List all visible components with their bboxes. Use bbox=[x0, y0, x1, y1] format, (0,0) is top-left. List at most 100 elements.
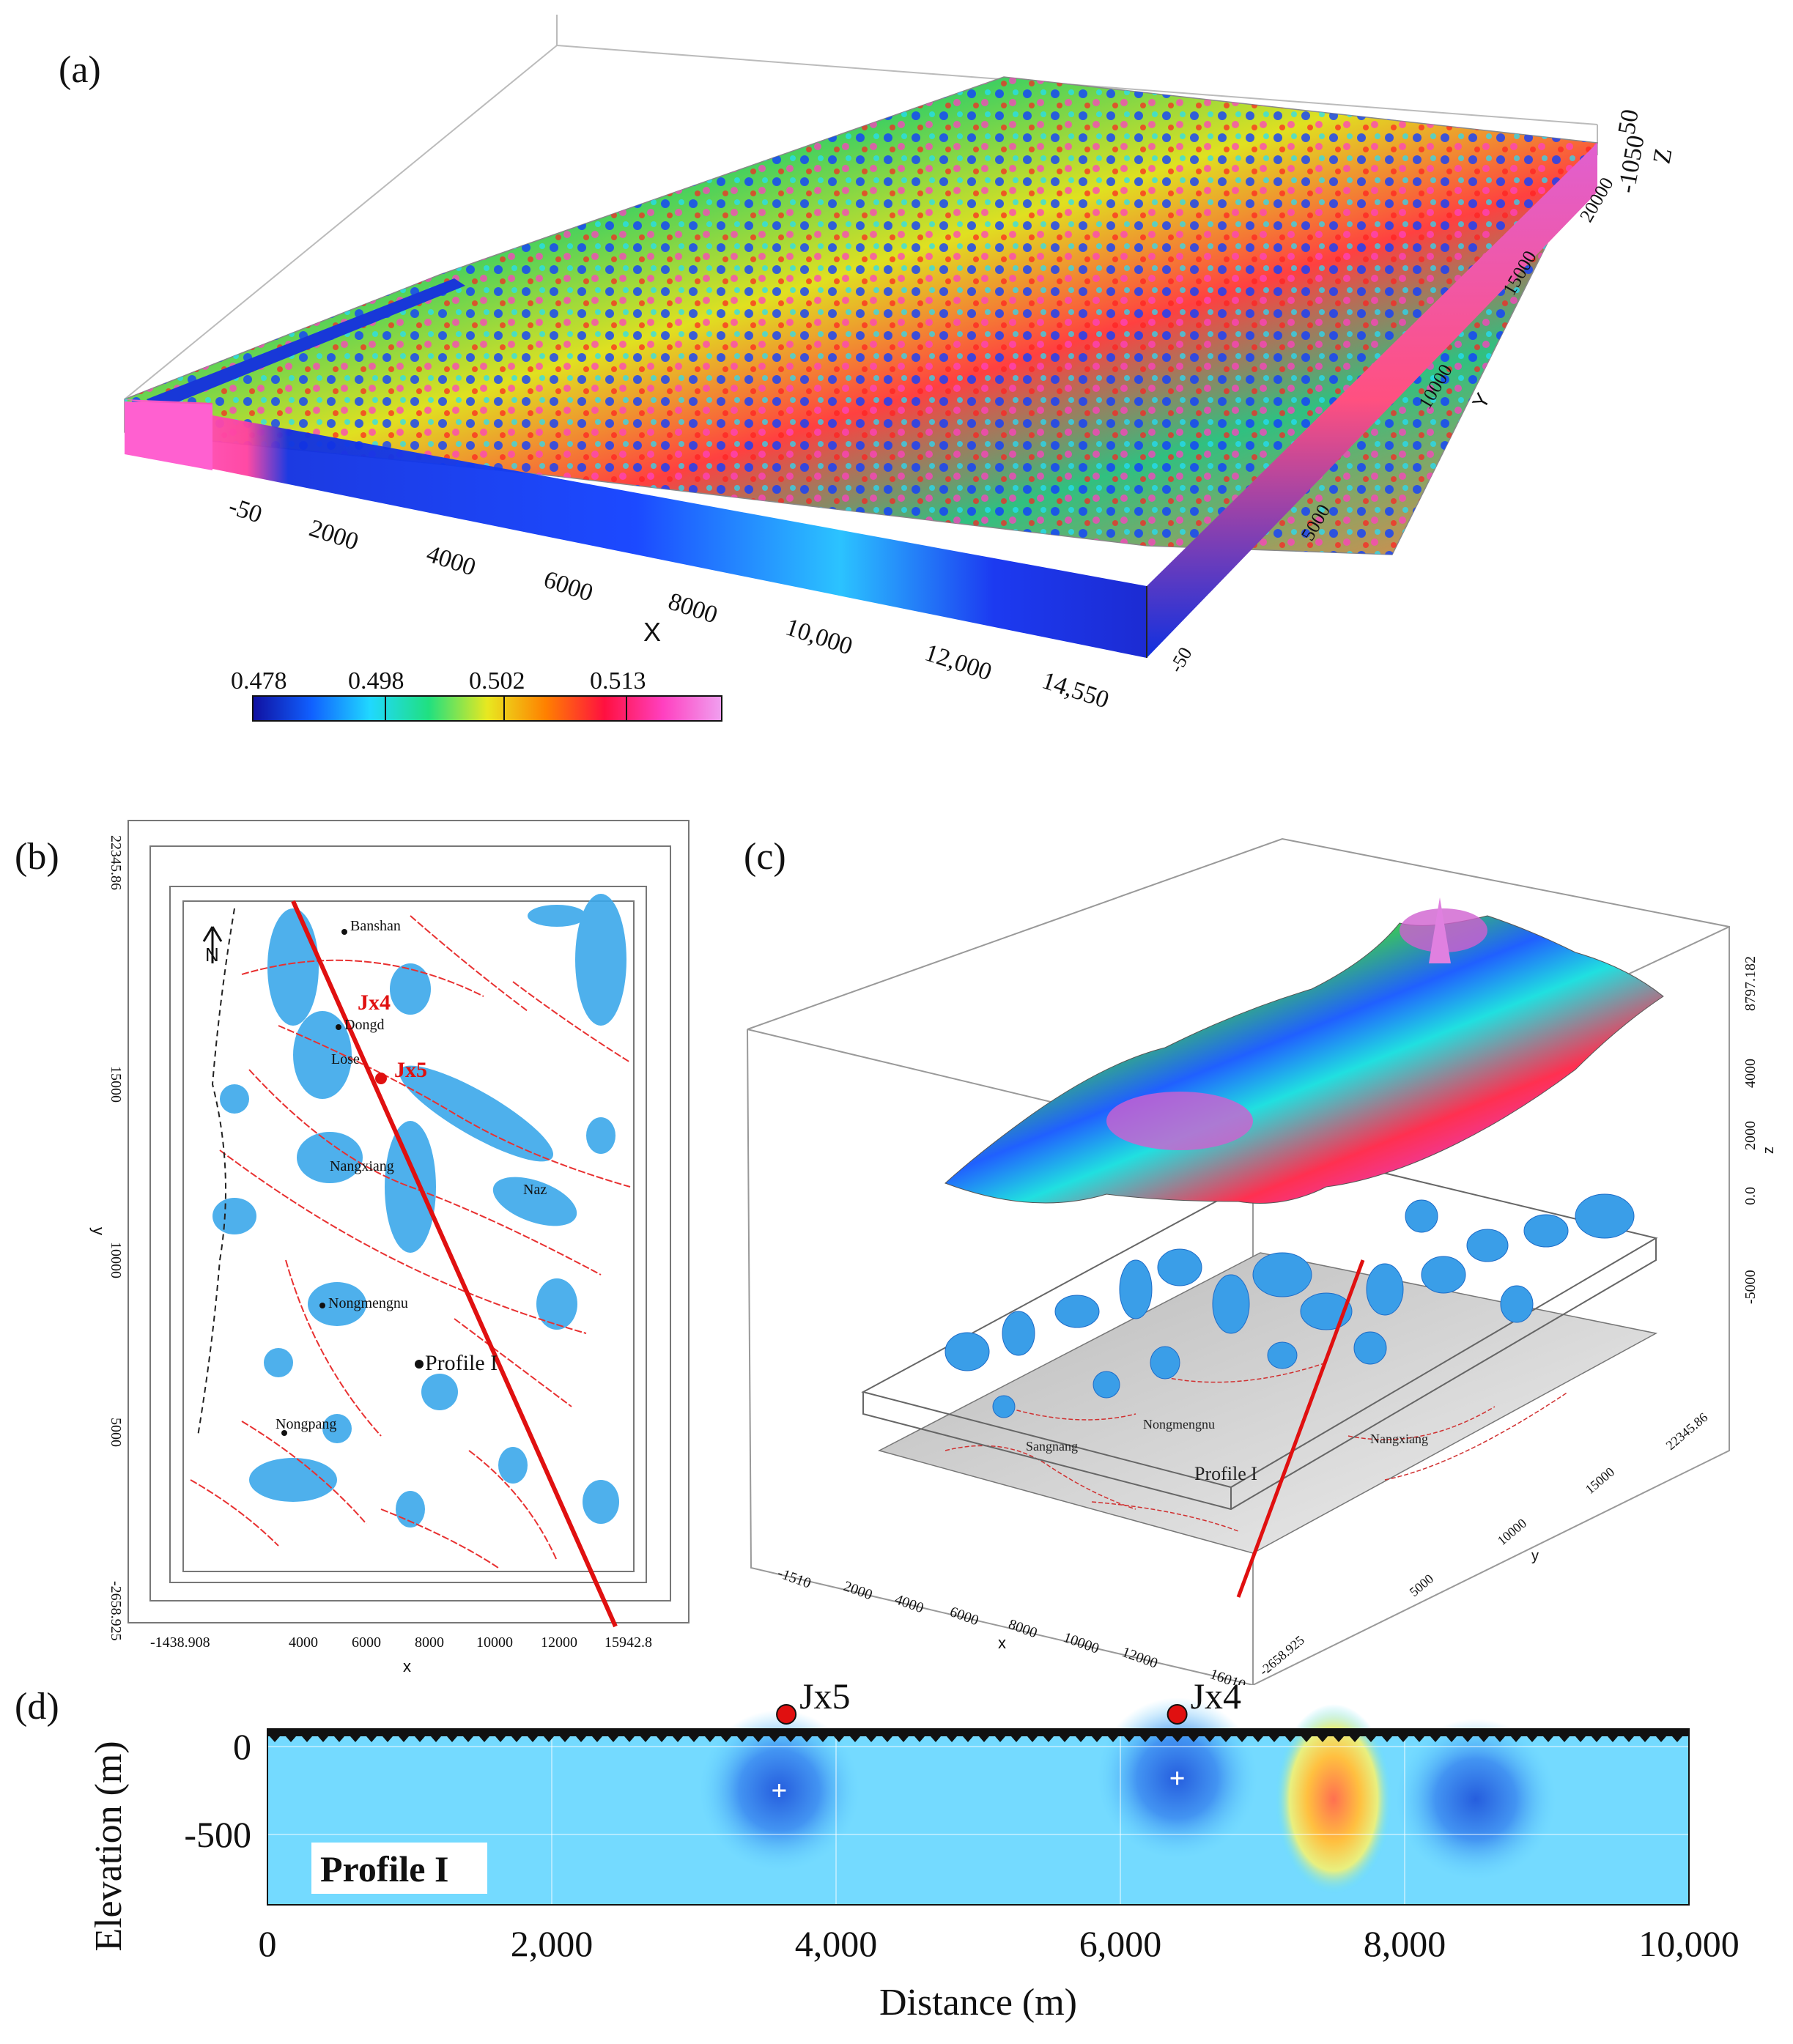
c-xlabel: x bbox=[998, 1634, 1006, 1652]
d-station-marker bbox=[1253, 1736, 1263, 1742]
d-station-marker bbox=[302, 1736, 312, 1742]
c-xtick: 12000 bbox=[1120, 1644, 1160, 1672]
d-station-marker bbox=[1301, 1736, 1312, 1742]
d-well-marker bbox=[776, 1704, 797, 1725]
c-xtick: 10000 bbox=[1061, 1629, 1101, 1657]
d-station-marker bbox=[1624, 1736, 1634, 1742]
d-station-marker bbox=[1350, 1736, 1360, 1742]
b-place: Banshan bbox=[350, 918, 401, 934]
d-station-marker bbox=[592, 1736, 602, 1742]
d-station-marker bbox=[689, 1736, 699, 1742]
d-station-marker bbox=[931, 1736, 941, 1742]
d-station-marker bbox=[1285, 1736, 1295, 1742]
d-station-marker bbox=[705, 1736, 715, 1742]
b-place: Nangxiang bbox=[330, 1158, 394, 1174]
d-station-marker bbox=[1092, 1736, 1102, 1742]
d-station-marker bbox=[1156, 1736, 1167, 1742]
a-ztick: 50 bbox=[1613, 107, 1644, 136]
d-station-marker bbox=[334, 1736, 344, 1742]
d-station-marker bbox=[1446, 1736, 1457, 1742]
b-profile-line bbox=[291, 900, 618, 1628]
a-ytick: -50 bbox=[1165, 643, 1196, 676]
b-ytick: 10000 bbox=[108, 1242, 124, 1278]
d-station-marker bbox=[1575, 1736, 1586, 1742]
d-station-marker bbox=[737, 1736, 747, 1742]
panel-a-3d-block: -50 2000 4000 6000 8000 10,000 12,000 14… bbox=[124, 15, 1677, 722]
d-station-marker bbox=[1672, 1736, 1682, 1742]
c-ylabel: y bbox=[1531, 1548, 1539, 1564]
panel-a-z-ticks: 50 -1050 Z bbox=[1613, 107, 1677, 195]
c-ytick: 10000 bbox=[1495, 1516, 1529, 1548]
d-station-marker bbox=[640, 1736, 651, 1742]
a-ztick: -1050 bbox=[1613, 133, 1649, 196]
panel-c-label: (c) bbox=[744, 836, 786, 878]
b-place: Lose bbox=[331, 1051, 360, 1067]
d-station-marker bbox=[1398, 1736, 1408, 1742]
d-station-marker bbox=[1334, 1736, 1344, 1742]
b-xtick: 8000 bbox=[415, 1634, 444, 1651]
b-north-label: N bbox=[205, 944, 219, 966]
d-station-marker bbox=[1011, 1736, 1021, 1742]
d-station-marker bbox=[1317, 1736, 1328, 1742]
d-xtick: 0 bbox=[259, 1923, 277, 1964]
c-ztick: 0.0 bbox=[1742, 1187, 1759, 1205]
c-map-place: Nangxiang bbox=[1370, 1432, 1428, 1446]
d-station-marker bbox=[866, 1736, 876, 1742]
d-station-marker bbox=[657, 1736, 667, 1742]
b-place: Naz bbox=[523, 1182, 547, 1198]
c-xtick: 8000 bbox=[1006, 1616, 1039, 1641]
panel-a-label: (a) bbox=[59, 49, 101, 91]
a-cbar-tick: 0.513 bbox=[590, 667, 646, 695]
d-station-marker bbox=[1269, 1736, 1279, 1742]
d-station-marker bbox=[882, 1736, 892, 1742]
panel-d-profile-chart: Jx5 Jx4 Profile I 0 2,000 4,000 6,000 8,000 10,0… bbox=[88, 1678, 1740, 2023]
d-station-marker bbox=[463, 1736, 473, 1742]
a-cbar-tick: 0.498 bbox=[348, 667, 404, 695]
d-station-marker bbox=[1108, 1736, 1118, 1742]
d-station-marker bbox=[1124, 1736, 1134, 1742]
d-well-label: Jx4 bbox=[1191, 1678, 1241, 1717]
panel-b-label: (b) bbox=[15, 836, 59, 878]
d-station-marker bbox=[560, 1736, 570, 1742]
b-place: Nongpang bbox=[276, 1416, 336, 1432]
d-station-marker bbox=[624, 1736, 635, 1742]
d-station-marker bbox=[1188, 1736, 1199, 1742]
d-station-marker bbox=[511, 1736, 522, 1742]
b-xtick: 4000 bbox=[289, 1634, 318, 1651]
c-zlabel: z bbox=[1761, 1147, 1777, 1154]
panel-c: (c) bbox=[725, 806, 1793, 1685]
panel-a: (a) bbox=[59, 0, 1788, 791]
d-station-marker bbox=[415, 1736, 425, 1742]
b-y-ticks: 22345.86 15000 10000 5000 -2658.925 bbox=[108, 835, 124, 1641]
a-xlabel: X bbox=[643, 617, 661, 647]
c-ztick: 2000 bbox=[1742, 1121, 1759, 1150]
a-xtick: 2000 bbox=[306, 514, 362, 555]
a-xtick: -50 bbox=[226, 492, 266, 528]
a-xtick: 10,000 bbox=[783, 613, 856, 660]
d-station-marker bbox=[1463, 1736, 1473, 1742]
d-station-marker bbox=[270, 1736, 280, 1742]
a-colorbar-ticks: 0.478 0.498 0.502 0.513 bbox=[231, 667, 646, 695]
d-station-marker bbox=[850, 1736, 860, 1742]
d-station-marker bbox=[1205, 1736, 1215, 1742]
d-station-marker bbox=[834, 1736, 844, 1742]
a-ztick: Z bbox=[1648, 146, 1677, 166]
d-station-marker bbox=[673, 1736, 683, 1742]
c-z-ticks: 8797.182 4000 2000 0.0 -5000 bbox=[1742, 956, 1759, 1304]
c-xtick: -1510 bbox=[775, 1565, 813, 1592]
d-ytick: -500 bbox=[184, 1814, 251, 1855]
b-xlabel: x bbox=[403, 1657, 411, 1675]
d-station-marker bbox=[286, 1736, 296, 1742]
a-xtick: 8000 bbox=[665, 588, 721, 629]
panel-d-label: (d) bbox=[15, 1686, 59, 1728]
d-station-marker bbox=[1640, 1736, 1650, 1742]
b-profile-label: Profile I bbox=[425, 1351, 498, 1375]
c-xtick: 2000 bbox=[841, 1578, 874, 1603]
b-well-label: Jx4 bbox=[358, 990, 391, 1015]
c-map-place: Nongmengnu bbox=[1143, 1417, 1215, 1432]
d-station-marker bbox=[1382, 1736, 1392, 1742]
d-well-marker bbox=[1167, 1704, 1188, 1725]
d-station-marker bbox=[1366, 1736, 1376, 1742]
d-station-marker bbox=[366, 1736, 377, 1742]
d-station-marker bbox=[898, 1736, 909, 1742]
